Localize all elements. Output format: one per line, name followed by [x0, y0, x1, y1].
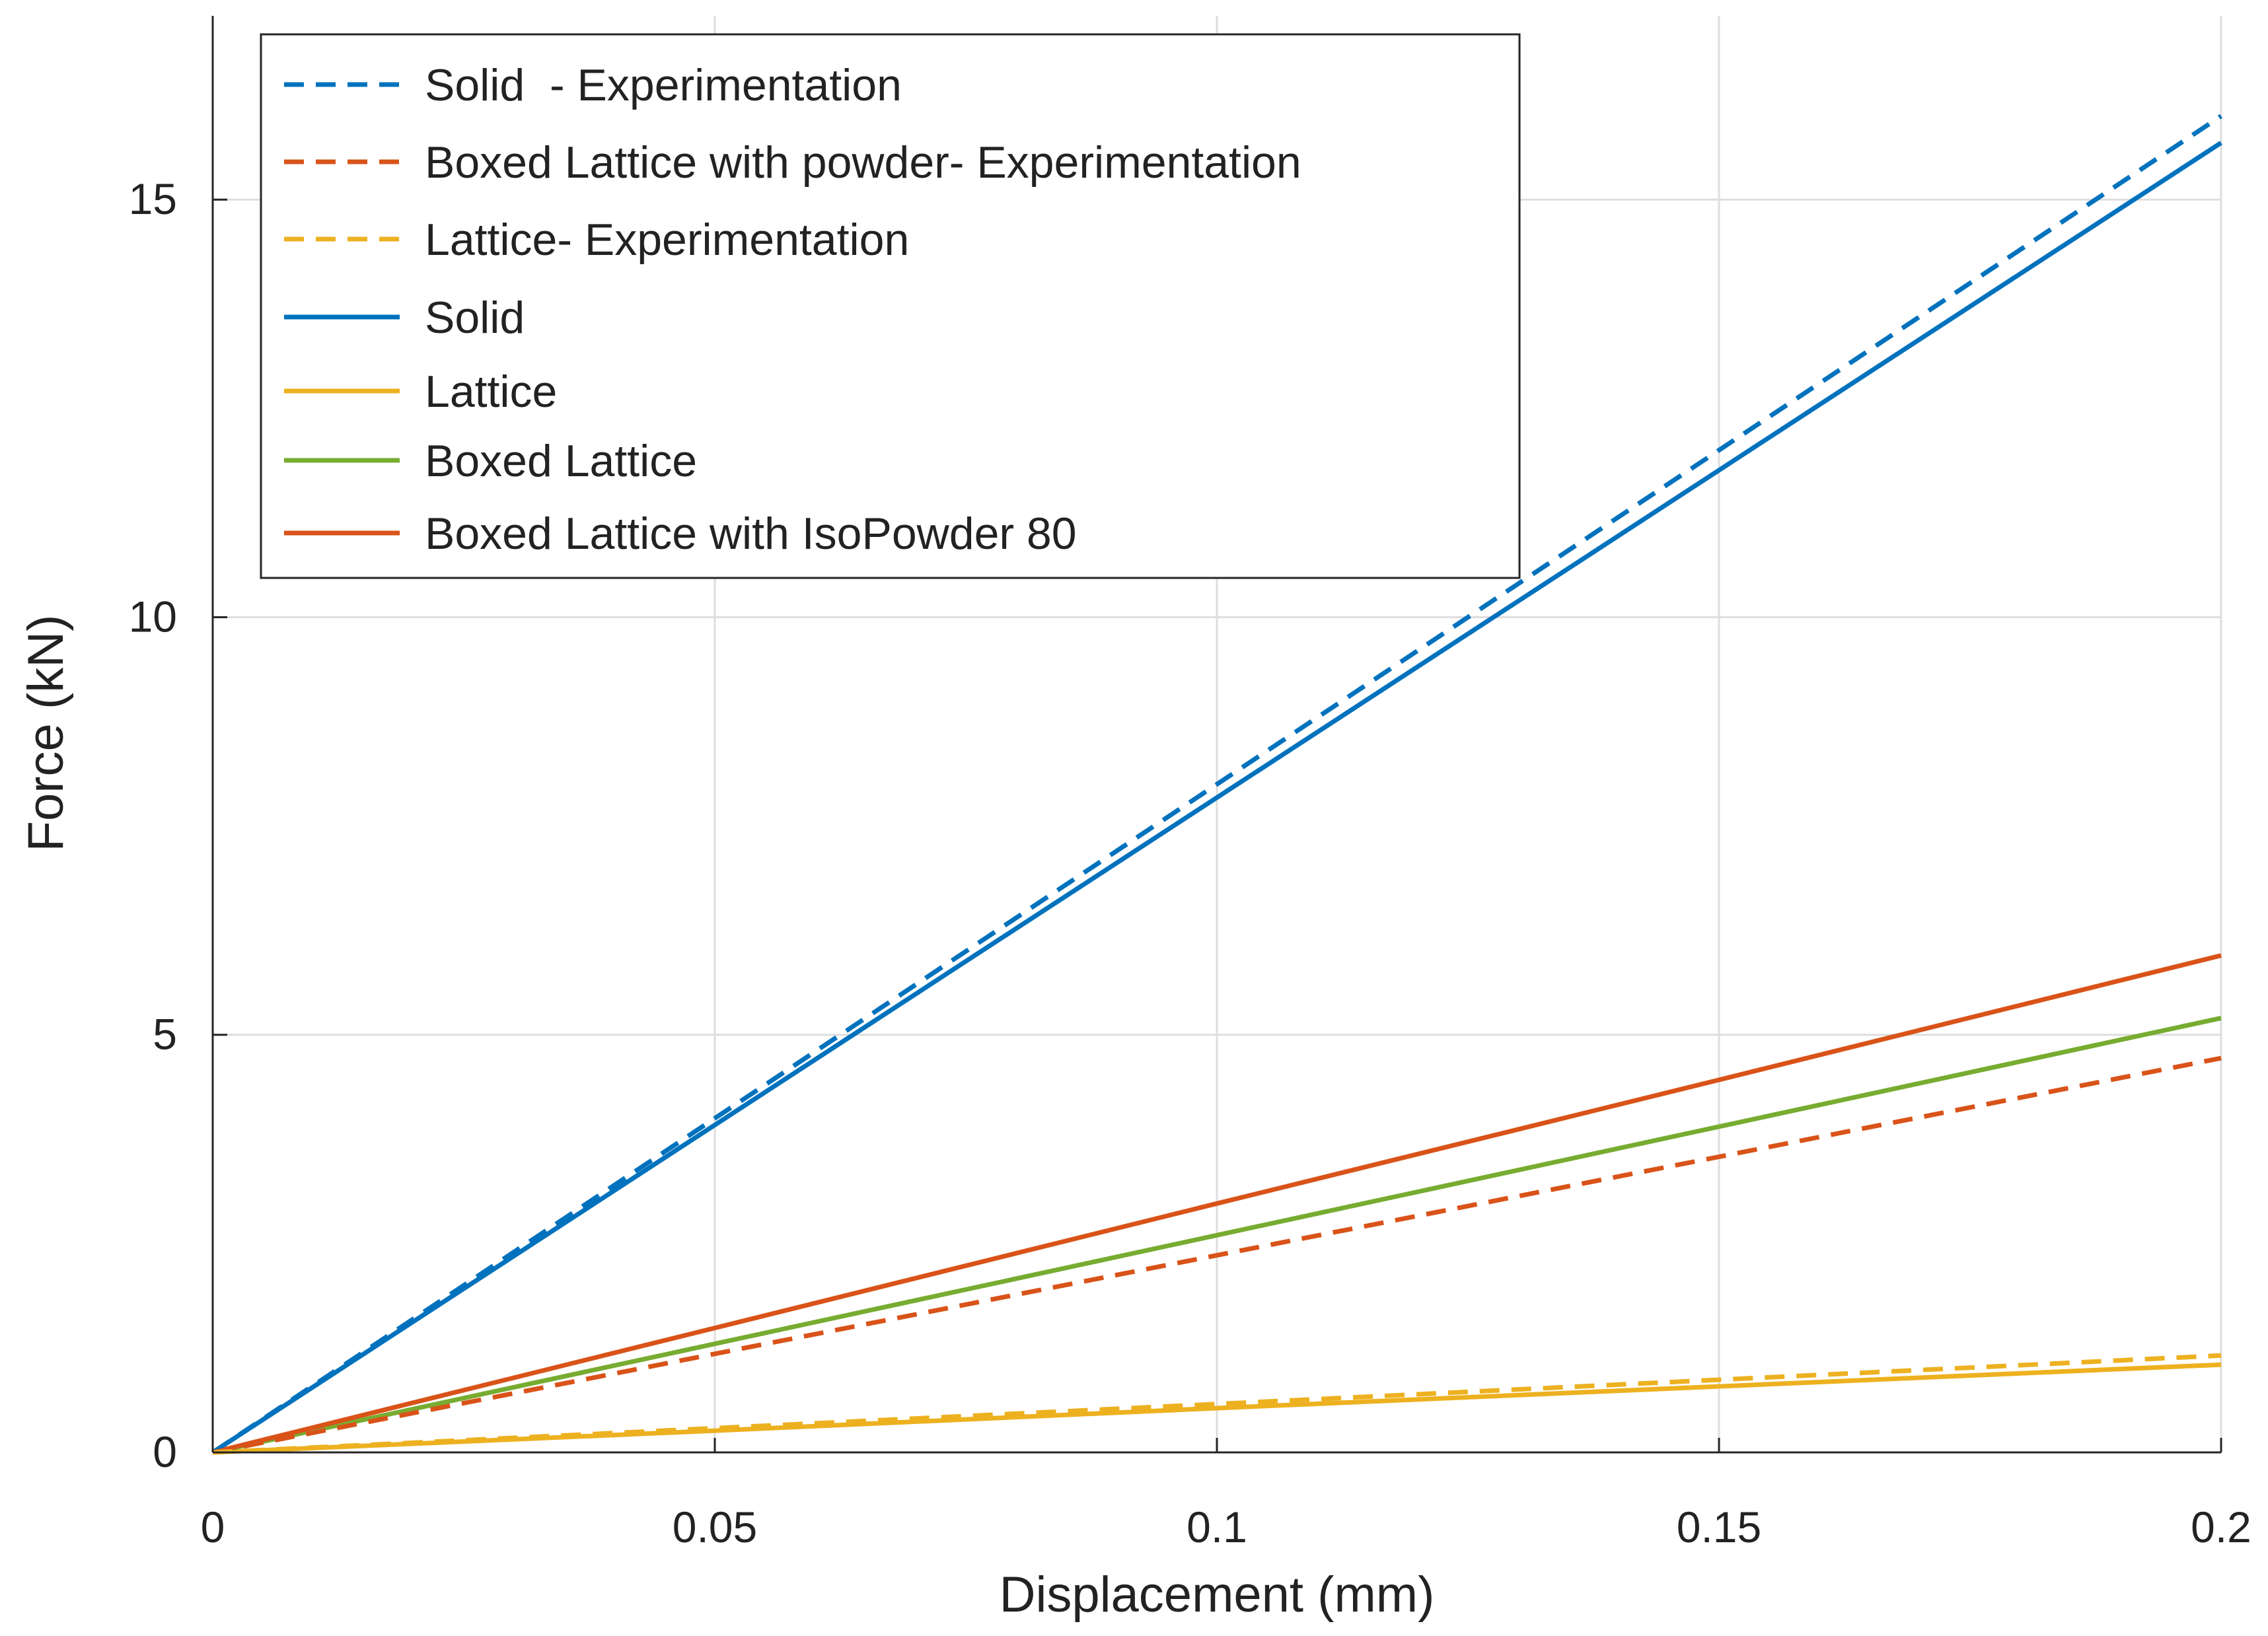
legend-label: Lattice: [425, 367, 557, 417]
tick-labels: 0 0.05 0.1 0.15 0.2 0 5 10 15: [129, 174, 2251, 1551]
x-axis-label: Displacement (mm): [1000, 1567, 1435, 1623]
y-axis-label: Force (kN): [18, 615, 74, 852]
x-tick-label: 0.1: [1187, 1503, 1247, 1551]
legend-item: Boxed Lattice with IsoPowder 80: [284, 509, 1077, 559]
y-tick-label: 10: [129, 592, 177, 641]
legend-label: Lattice- Experimentation: [425, 215, 909, 265]
y-tick-label: 5: [153, 1010, 177, 1059]
legend-label: Boxed Lattice with powder- Experimentati…: [425, 137, 1301, 188]
y-tick-label: 15: [129, 174, 177, 223]
series-line-boxed-lattice-with-powder-experimentation: [212, 1055, 2222, 1455]
legend-item: Solid - Experimentation: [284, 60, 902, 110]
x-tick-label: 0.2: [2191, 1503, 2251, 1551]
y-tick-label: 0: [153, 1427, 177, 1476]
x-tick-label: 0.15: [1677, 1503, 1761, 1551]
legend-label: Solid - Experimentation: [425, 60, 902, 110]
x-tick-label: 0.05: [673, 1503, 757, 1551]
series-group: [211, 114, 2222, 1455]
legend-label: Boxed Lattice with IsoPowder 80: [425, 509, 1077, 559]
series-line-boxed-lattice: [212, 1015, 2222, 1455]
legend-item: Solid: [284, 293, 525, 343]
legend: Solid - Experimentation Boxed Lattice wit…: [260, 33, 1521, 579]
series-line-lattice-experimentation: [212, 1353, 2222, 1455]
x-tick-label: 0: [201, 1503, 225, 1551]
legend-label: Boxed Lattice: [425, 436, 697, 486]
legend-item: Lattice- Experimentation: [284, 215, 909, 265]
legend-item: Boxed Lattice with powder- Experimentati…: [284, 137, 1301, 188]
legend-item: Boxed Lattice: [284, 436, 697, 486]
legend-item: Lattice: [284, 367, 557, 417]
legend-label: Solid: [425, 293, 525, 343]
series-line-boxed-lattice-with-isopowder-80: [212, 953, 2222, 1455]
series-line-solid-experimentation: [211, 114, 2222, 1454]
legend-box: [260, 33, 1521, 579]
series-line-solid: [211, 141, 2222, 1454]
